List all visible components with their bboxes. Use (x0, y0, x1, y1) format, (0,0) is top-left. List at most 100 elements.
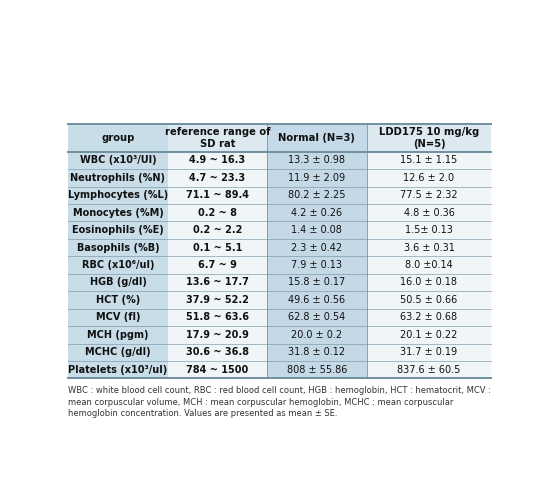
Bar (366, 361, 491, 378)
Text: 63.2 ± 0.68: 63.2 ± 0.68 (400, 312, 458, 322)
Text: 49.6 ± 0.56: 49.6 ± 0.56 (288, 295, 346, 305)
Bar (68, 256, 168, 274)
Text: MCH (pgm): MCH (pgm) (87, 330, 149, 340)
Bar (267, 152, 366, 169)
Text: Monocytes (%M): Monocytes (%M) (73, 208, 163, 218)
Bar (267, 361, 366, 378)
Bar (267, 326, 366, 343)
Text: 3.6 ± 0.31: 3.6 ± 0.31 (403, 243, 454, 252)
Bar (68, 152, 168, 169)
Bar (366, 274, 491, 291)
Text: WBC : white blood cell count, RBC : red blood cell count, HGB : hemoglobin, HCT : WBC : white blood cell count, RBC : red … (68, 386, 491, 418)
Text: 4.8 ± 0.36: 4.8 ± 0.36 (403, 208, 454, 218)
Text: 808 ± 55.86: 808 ± 55.86 (287, 365, 347, 375)
Text: 15.8 ± 0.17: 15.8 ± 0.17 (288, 277, 346, 287)
Bar (168, 291, 267, 308)
Text: HCT (%): HCT (%) (96, 295, 140, 305)
Text: 11.9 ± 2.09: 11.9 ± 2.09 (288, 173, 346, 183)
Text: group: group (101, 133, 135, 143)
Text: Eosinophils (%E): Eosinophils (%E) (72, 225, 164, 235)
Text: 31.7 ± 0.19: 31.7 ± 0.19 (400, 347, 458, 357)
Text: 13.3 ± 0.98: 13.3 ± 0.98 (288, 156, 346, 165)
Bar (366, 124, 491, 152)
Text: Platelets (x10³/ul): Platelets (x10³/ul) (68, 365, 168, 375)
Text: 837.6 ± 60.5: 837.6 ± 60.5 (397, 365, 461, 375)
Bar (366, 152, 491, 169)
Bar (168, 187, 267, 204)
Text: HGB (g/dl): HGB (g/dl) (90, 277, 146, 287)
Bar (366, 343, 491, 361)
Bar (267, 221, 366, 239)
Bar (168, 239, 267, 256)
Bar (267, 239, 366, 256)
Text: 2.3 ± 0.42: 2.3 ± 0.42 (291, 243, 342, 252)
Text: Lymphocytes (%L): Lymphocytes (%L) (68, 190, 168, 200)
Bar (168, 169, 267, 187)
Text: 20.0 ± 0.2: 20.0 ± 0.2 (291, 330, 342, 340)
Text: 1.4 ± 0.08: 1.4 ± 0.08 (292, 225, 342, 235)
Text: Neutrophils (%N): Neutrophils (%N) (70, 173, 165, 183)
Bar (168, 152, 267, 169)
Bar (168, 204, 267, 221)
Text: 16.0 ± 0.18: 16.0 ± 0.18 (400, 277, 458, 287)
Bar (366, 221, 491, 239)
Bar (267, 308, 366, 326)
Text: 0.2 ~ 2.2: 0.2 ~ 2.2 (193, 225, 242, 235)
Bar (68, 291, 168, 308)
Bar (267, 256, 366, 274)
Bar (168, 326, 267, 343)
Bar (267, 204, 366, 221)
Bar (68, 204, 168, 221)
Text: 12.6 ± 2.0: 12.6 ± 2.0 (403, 173, 455, 183)
Text: 17.9 ~ 20.9: 17.9 ~ 20.9 (186, 330, 249, 340)
Bar (68, 221, 168, 239)
Bar (267, 343, 366, 361)
Text: WBC (x10³/Ul): WBC (x10³/Ul) (80, 156, 156, 165)
Text: 4.2 ± 0.26: 4.2 ± 0.26 (291, 208, 342, 218)
Text: 13.6 ~ 17.7: 13.6 ~ 17.7 (186, 277, 249, 287)
Text: 0.1 ~ 5.1: 0.1 ~ 5.1 (193, 243, 242, 252)
Text: 8.0 ±0.14: 8.0 ±0.14 (405, 260, 453, 270)
Bar (168, 343, 267, 361)
Text: MCHC (g/dl): MCHC (g/dl) (85, 347, 151, 357)
Bar (366, 187, 491, 204)
Bar (267, 274, 366, 291)
Bar (366, 291, 491, 308)
Text: 71.1 ~ 89.4: 71.1 ~ 89.4 (186, 190, 249, 200)
Text: 20.1 ± 0.22: 20.1 ± 0.22 (400, 330, 458, 340)
Text: 784 ~ 1500: 784 ~ 1500 (186, 365, 248, 375)
Bar (68, 239, 168, 256)
Text: 1.5± 0.13: 1.5± 0.13 (405, 225, 453, 235)
Bar (168, 256, 267, 274)
Text: MCV (fl): MCV (fl) (96, 312, 140, 322)
Bar (168, 308, 267, 326)
Bar (366, 308, 491, 326)
Bar (366, 239, 491, 256)
Text: Basophils (%B): Basophils (%B) (76, 243, 159, 252)
Text: RBC (x10⁶/ul): RBC (x10⁶/ul) (82, 260, 154, 270)
Bar (68, 361, 168, 378)
Bar (267, 124, 366, 152)
Text: 62.8 ± 0.54: 62.8 ± 0.54 (288, 312, 346, 322)
Bar (366, 256, 491, 274)
Bar (68, 274, 168, 291)
Bar (366, 326, 491, 343)
Bar (267, 187, 366, 204)
Bar (68, 124, 168, 152)
Bar (366, 204, 491, 221)
Text: 4.9 ~ 16.3: 4.9 ~ 16.3 (189, 156, 246, 165)
Text: 6.7 ~ 9: 6.7 ~ 9 (198, 260, 237, 270)
Text: 7.9 ± 0.13: 7.9 ± 0.13 (292, 260, 342, 270)
Bar (68, 169, 168, 187)
Bar (267, 169, 366, 187)
Text: reference range of
SD rat: reference range of SD rat (164, 126, 270, 149)
Bar (68, 308, 168, 326)
Bar (68, 343, 168, 361)
Text: Normal (N=3): Normal (N=3) (278, 133, 355, 143)
Text: LDD175 10 mg/kg
(N=5): LDD175 10 mg/kg (N=5) (379, 126, 479, 149)
Text: 31.8 ± 0.12: 31.8 ± 0.12 (288, 347, 346, 357)
Bar (168, 221, 267, 239)
Text: 0.2 ~ 8: 0.2 ~ 8 (198, 208, 237, 218)
Text: 4.7 ~ 23.3: 4.7 ~ 23.3 (189, 173, 246, 183)
Bar (68, 187, 168, 204)
